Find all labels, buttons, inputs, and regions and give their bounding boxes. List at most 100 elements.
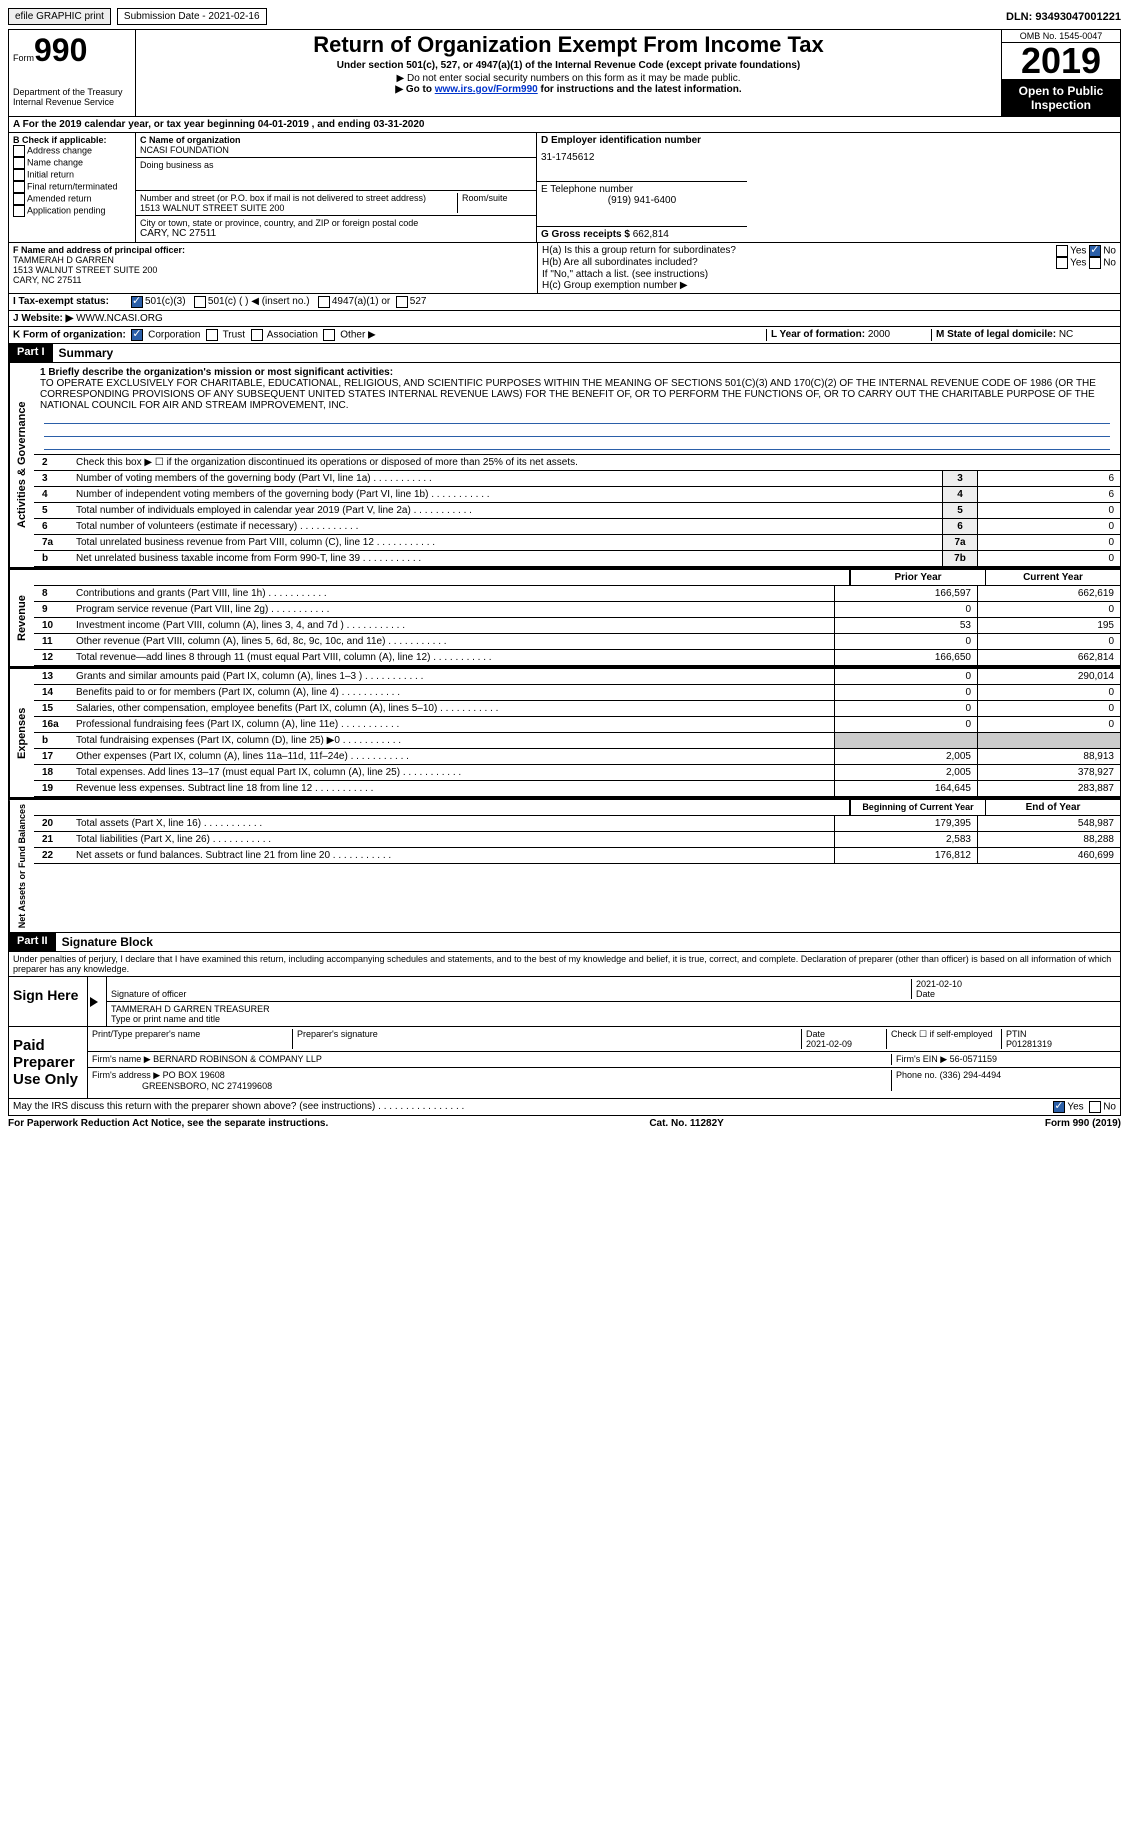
chk-amended[interactable]: Amended return [13, 193, 131, 205]
discuss-line: May the IRS discuss this return with the… [9, 1099, 1120, 1115]
summary-row: 16aProfessional fundraising fees (Part I… [34, 717, 1120, 733]
line1: 1 Briefly describe the organization's mi… [34, 363, 1120, 454]
section-fh: F Name and address of principal officer:… [9, 243, 1120, 294]
summary-row: bNet unrelated business taxable income f… [34, 551, 1120, 567]
page-footer: For Paperwork Reduction Act Notice, see … [8, 1116, 1121, 1129]
room-label: Room/suite [458, 193, 532, 213]
note-link-pre: ▶ Go to [395, 84, 434, 95]
part1-badge: Part I [9, 344, 53, 362]
i-527[interactable]: 527 [410, 296, 427, 308]
ptin-label: PTIN [1006, 1029, 1027, 1039]
footer-mid: Cat. No. 11282Y [649, 1118, 723, 1129]
arrow-icon [90, 997, 98, 1007]
period-line: A For the 2019 calendar year, or tax yea… [9, 117, 1120, 133]
hb-note: If "No," attach a list. (see instruction… [542, 269, 1116, 280]
date-label: Date [916, 989, 935, 999]
type-name-label: Type or print name and title [111, 1014, 220, 1024]
summary-row: 19Revenue less expenses. Subtract line 1… [34, 781, 1120, 797]
k-corp[interactable]: Corporation [148, 330, 200, 341]
chk-initial[interactable]: Initial return [13, 169, 131, 181]
chk-final[interactable]: Final return/terminated [13, 181, 131, 193]
ha-yes[interactable]: Yes [1070, 246, 1086, 257]
prep-date: 2021-02-09 [806, 1039, 852, 1049]
ptin: P01281319 [1006, 1039, 1052, 1049]
officer-name: TAMMERAH D GARREN [13, 255, 533, 265]
ha-no[interactable]: No [1103, 246, 1116, 257]
chk-pending[interactable]: Application pending [13, 205, 131, 217]
g-label: G Gross receipts $ [541, 229, 630, 240]
summary-row: 11Other revenue (Part VIII, column (A), … [34, 634, 1120, 650]
summary-row: 9Program service revenue (Part VIII, lin… [34, 602, 1120, 618]
summary-row: 18Total expenses. Add lines 13–17 (must … [34, 765, 1120, 781]
hdr-end: End of Year [985, 800, 1120, 815]
tax-year: 2019 [1002, 43, 1120, 80]
footer-right: Form 990 (2019) [1045, 1118, 1121, 1129]
website[interactable]: WWW.NCASI.ORG [76, 313, 163, 324]
summary-row: 12Total revenue—add lines 8 through 11 (… [34, 650, 1120, 666]
firm-ein-label: Firm's EIN ▶ [896, 1054, 947, 1064]
firm-name: BERNARD ROBINSON & COMPANY LLP [153, 1054, 322, 1064]
b-label: B Check if applicable: [13, 135, 131, 145]
officer-addr1: 1513 WALNUT STREET SUITE 200 [13, 265, 533, 275]
c-label: C Name of organization [140, 135, 532, 145]
org-name: NCASI FOUNDATION [140, 145, 532, 155]
line-klm: K Form of organization: Corporation Trus… [9, 327, 1120, 344]
summary-row: bTotal fundraising expenses (Part IX, co… [34, 733, 1120, 749]
f-label: F Name and address of principal officer: [13, 245, 533, 255]
irs-link[interactable]: www.irs.gov/Form990 [435, 84, 538, 95]
dba-label: Doing business as [140, 160, 532, 170]
paid-preparer-label: Paid Preparer Use Only [9, 1027, 88, 1098]
open-to-public: Open to Public Inspection [1002, 80, 1120, 116]
dept2: Internal Revenue Service [13, 97, 131, 107]
chk-name[interactable]: Name change [13, 157, 131, 169]
footer-left: For Paperwork Reduction Act Notice, see … [8, 1118, 328, 1129]
i-501c3[interactable]: 501(c)(3) [145, 296, 186, 308]
side-expenses: Expenses [9, 669, 34, 797]
line-j: J Website: ▶ WWW.NCASI.ORG [9, 311, 1120, 327]
l-label: L Year of formation: [771, 329, 865, 340]
top-bar: efile GRAPHIC print Submission Date - 20… [8, 8, 1121, 25]
discuss-yes[interactable]: Yes [1067, 1102, 1083, 1113]
part2-title: Signature Block [56, 933, 159, 951]
year-formation: 2000 [868, 329, 890, 340]
hc-label: H(c) Group exemption number ▶ [542, 280, 1116, 291]
form-number: 990 [34, 32, 87, 68]
part2-badge: Part II [9, 933, 56, 951]
e-label: E Telephone number [541, 184, 743, 195]
summary-row: 6Total number of volunteers (estimate if… [34, 519, 1120, 535]
i-501c[interactable]: 501(c) ( ) ◀ (insert no.) [208, 296, 310, 308]
summary-row: 17Other expenses (Part IX, column (A), l… [34, 749, 1120, 765]
form-container: Form990 Department of the Treasury Inter… [8, 29, 1121, 1116]
firm-phone: (336) 294-4494 [940, 1070, 1002, 1080]
d-label: D Employer identification number [541, 135, 743, 146]
hdr-current: Current Year [985, 570, 1120, 585]
note-link-post: for instructions and the latest informat… [538, 84, 742, 95]
i-4947[interactable]: 4947(a)(1) or [332, 296, 390, 308]
hb-yes[interactable]: Yes [1070, 258, 1086, 269]
side-activities: Activities & Governance [9, 363, 34, 567]
hdr-prior: Prior Year [850, 570, 985, 585]
summary-row: 10Investment income (Part VIII, column (… [34, 618, 1120, 634]
l2-num: 2 [34, 455, 72, 470]
summary-row: 3Number of voting members of the governi… [34, 471, 1120, 487]
efile-btn[interactable]: efile GRAPHIC print [8, 8, 111, 25]
summary-row: 4Number of independent voting members of… [34, 487, 1120, 503]
officer-addr2: CARY, NC 27511 [13, 275, 533, 285]
chk-address[interactable]: Address change [13, 145, 131, 157]
submission-date: Submission Date - 2021-02-16 [117, 8, 267, 25]
discuss-no[interactable]: No [1103, 1102, 1116, 1113]
city-state-zip: CARY, NC 27511 [140, 228, 532, 239]
form-header: Form990 Department of the Treasury Inter… [9, 30, 1120, 117]
hb-no[interactable]: No [1103, 258, 1116, 269]
summary-row: 20Total assets (Part X, line 16)179,3955… [34, 816, 1120, 832]
note-ssn: ▶ Do not enter social security numbers o… [142, 73, 995, 84]
k-other[interactable]: Other ▶ [340, 330, 375, 341]
summary-row: 13Grants and similar amounts paid (Part … [34, 669, 1120, 685]
self-employed[interactable]: Check ☐ if self-employed [887, 1029, 1002, 1049]
summary-row: 15Salaries, other compensation, employee… [34, 701, 1120, 717]
sig-officer-line: Signature of officer [111, 979, 911, 999]
form-title: Return of Organization Exempt From Incom… [142, 32, 995, 58]
firm-phone-label: Phone no. [896, 1070, 937, 1080]
k-assoc[interactable]: Association [267, 330, 318, 341]
k-trust[interactable]: Trust [223, 330, 245, 341]
